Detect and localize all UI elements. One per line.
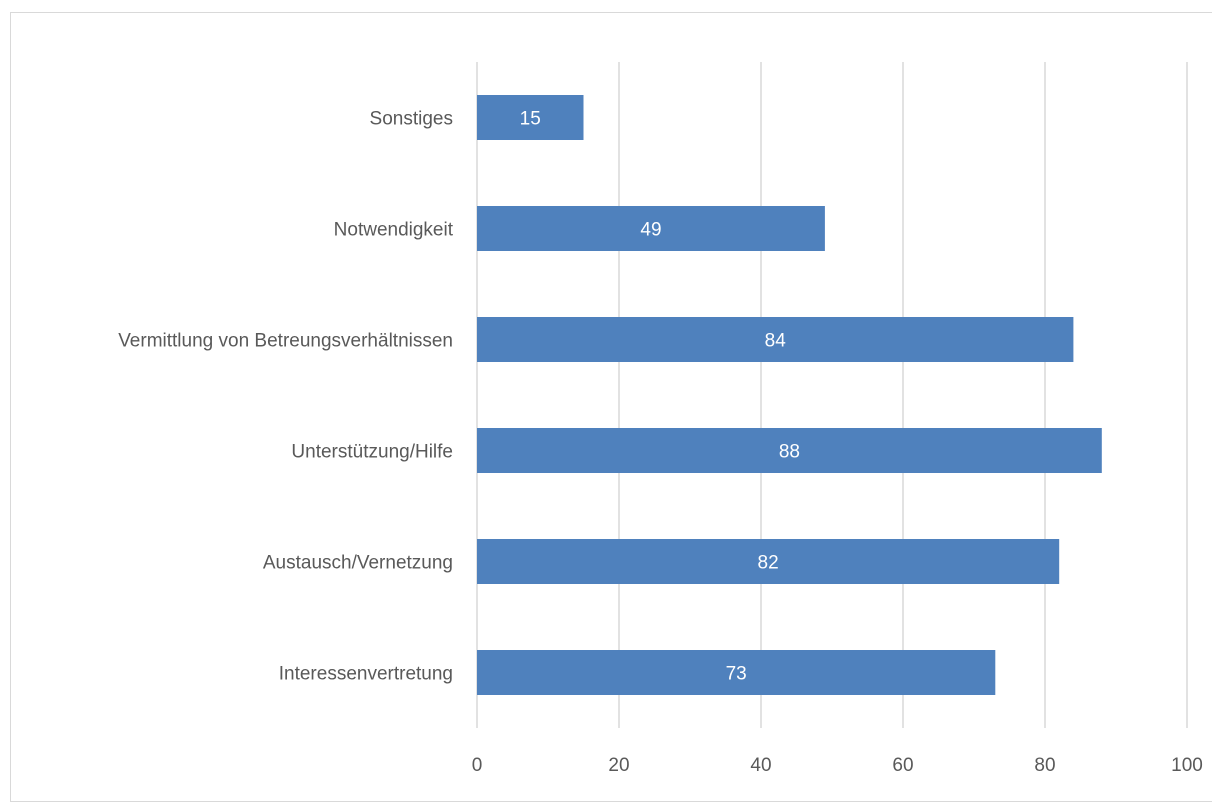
bar	[477, 95, 584, 140]
category-label: Unterstützung/Hilfe	[291, 442, 453, 463]
category-label: Notwendigkeit	[334, 220, 454, 241]
x-tick-label: 0	[472, 755, 483, 776]
bar-data-label: 82	[758, 553, 779, 574]
x-tick-label: 80	[1034, 755, 1055, 776]
gridlines	[476, 62, 1188, 728]
category-label: Sonstiges	[370, 109, 453, 130]
x-tick-label: 20	[608, 755, 629, 776]
bar	[477, 428, 1102, 473]
x-tick-label: 60	[892, 755, 913, 776]
bar-data-label: 84	[765, 331, 787, 352]
bar-data-label: 49	[640, 220, 661, 241]
category-label: Vermittlung von Betreungsverhältnissen	[118, 331, 453, 352]
bars: 15 49 84 88 82 73	[477, 95, 1102, 695]
bar	[477, 317, 1074, 362]
bar	[477, 650, 996, 695]
bar	[477, 539, 1060, 584]
category-labels: Sonstiges Notwendigkeit Vermittlung von Be…	[118, 109, 454, 685]
category-label: Interessenvertretung	[279, 664, 453, 685]
x-tick-label: 100	[1171, 755, 1203, 776]
x-axis-tick-labels: 0 20 40 60 80 100	[472, 755, 1203, 776]
bar	[477, 206, 825, 251]
x-tick-label: 40	[750, 755, 771, 776]
bar-data-label: 73	[726, 664, 747, 685]
bar-data-label: 15	[520, 109, 541, 130]
bar-chart: 15 49 84 88 82 73 Sonstiges Notwendigkeit Vermi…	[118, 62, 1203, 776]
bar-data-label: 88	[779, 442, 800, 463]
category-label: Austausch/Vernetzung	[263, 553, 453, 574]
